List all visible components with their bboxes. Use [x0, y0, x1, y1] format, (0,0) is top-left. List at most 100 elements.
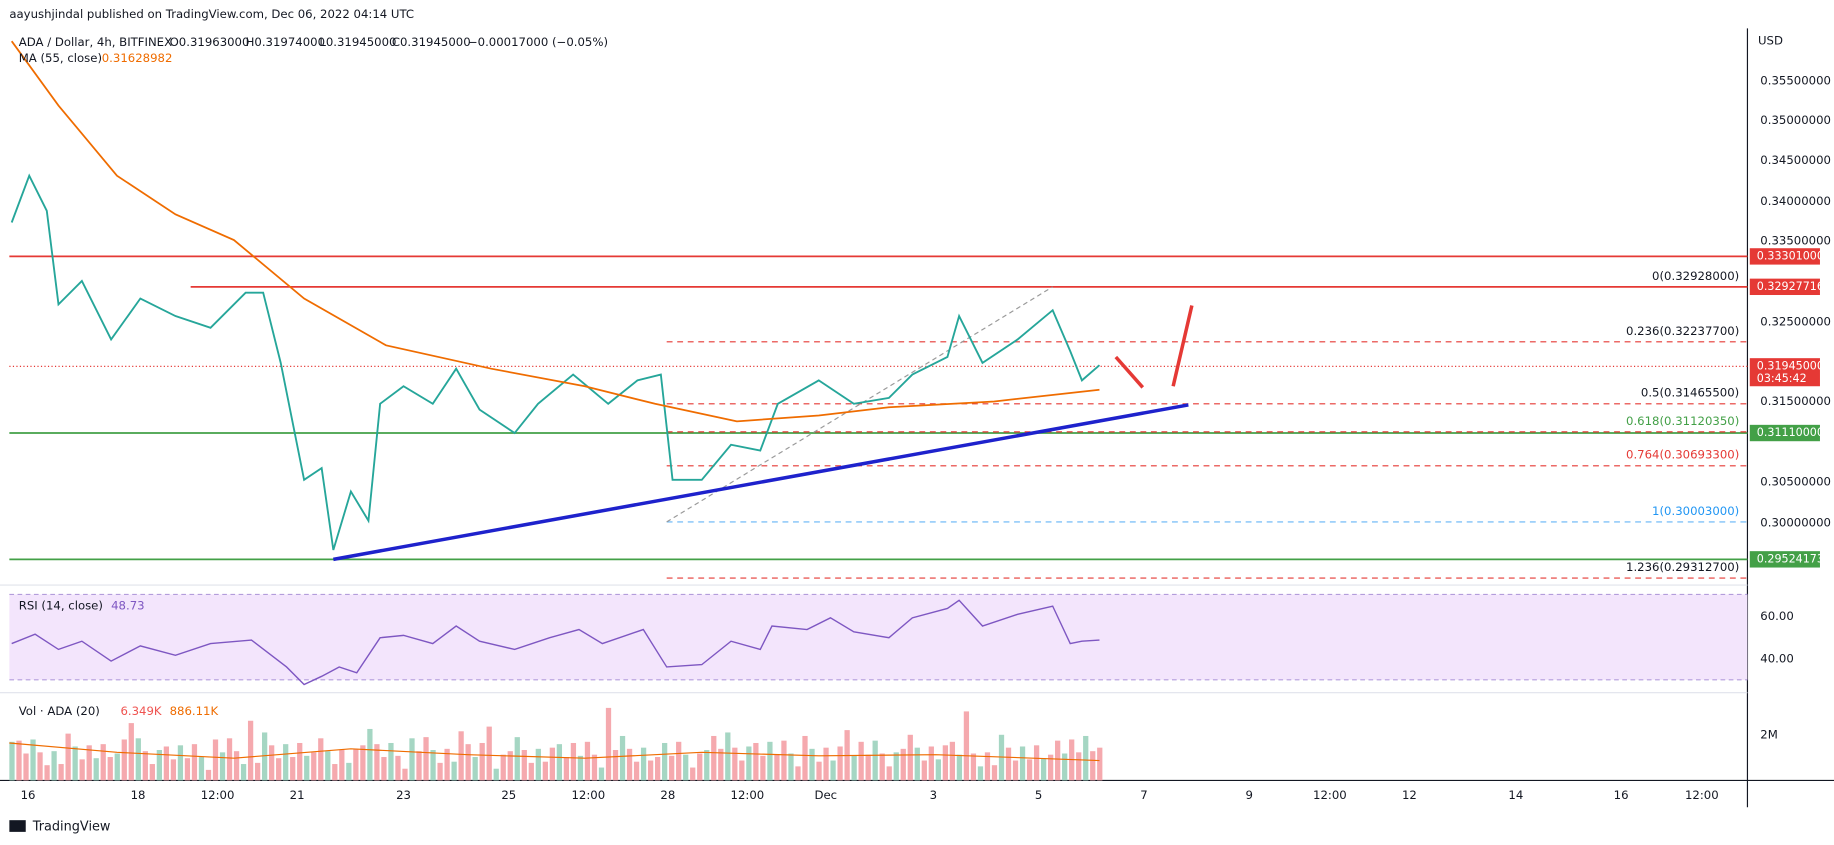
volume-bar	[767, 741, 773, 781]
fib-trend	[666, 286, 1053, 523]
volume-bar	[1048, 754, 1054, 781]
volume-bar	[423, 737, 429, 781]
volume-bar	[318, 738, 324, 781]
time-label: 21	[290, 788, 305, 802]
rsi-band	[9, 594, 1748, 680]
volume-bar	[381, 757, 387, 781]
volume-bar	[886, 766, 892, 781]
volume-bar	[633, 761, 640, 781]
volume-bar	[1012, 760, 1019, 781]
volume-bar	[37, 752, 43, 781]
fib-label: 0.5(0.31465500)	[1641, 386, 1739, 400]
volume-bar	[514, 737, 520, 781]
volume-bar	[697, 753, 703, 781]
brand: TradingView	[32, 820, 111, 835]
change: −0.00017000 (−0.05%)	[468, 35, 608, 49]
volume-bar	[816, 761, 822, 781]
volume-bar	[30, 739, 36, 781]
volume-bars	[9, 707, 1103, 781]
time-label: 12:00	[1313, 788, 1347, 802]
time-label: 12:00	[201, 788, 235, 802]
fib-label: 0.764(0.30693300)	[1626, 448, 1739, 462]
vol-value: 6.349K	[120, 704, 161, 718]
volume-bar	[788, 753, 794, 781]
volume-bar	[493, 768, 499, 781]
volume-bar	[332, 764, 338, 781]
volume-bar	[1055, 740, 1061, 781]
volume-bar	[416, 751, 422, 781]
badge-text: 03:45:42	[1757, 372, 1807, 385]
volume-bar	[690, 767, 696, 781]
volume-bar	[879, 753, 885, 781]
volume-bar	[619, 735, 626, 781]
volume-bar	[219, 752, 226, 781]
ohlc-open: O0.31963000	[170, 35, 250, 49]
volume-bar	[753, 742, 759, 781]
volume-bar	[837, 746, 843, 781]
volume-bar	[51, 751, 57, 781]
badge	[1749, 248, 1820, 265]
time-label: 23	[396, 788, 411, 802]
volume-bar	[486, 726, 492, 781]
volume-bar	[865, 754, 871, 781]
brand-logo	[9, 820, 26, 832]
volume-bar	[809, 748, 815, 781]
volume-bar	[542, 761, 548, 781]
price-label: 0.35000000	[1760, 113, 1831, 127]
volume-bar	[907, 734, 913, 781]
volume-bar	[1062, 753, 1068, 781]
volume-bar	[184, 758, 191, 781]
time-label: 18	[131, 788, 146, 802]
volume-bar	[921, 760, 927, 781]
volume-bar	[65, 733, 71, 781]
volume-bar	[437, 762, 443, 781]
volume-bar	[233, 751, 240, 781]
volume-bar	[893, 752, 899, 781]
axis-currency: USD	[1758, 34, 1783, 48]
volume-bar	[191, 744, 198, 781]
time-label: Dec	[814, 788, 837, 802]
volume-bar	[254, 762, 261, 781]
volume-bar	[149, 764, 155, 781]
volume-bar	[655, 757, 661, 781]
price-label: 0.35500000	[1760, 73, 1831, 87]
badge-text: 0.31110000	[1757, 426, 1824, 439]
ohlc-low: L0.31945000	[319, 35, 396, 49]
volume-bar	[774, 754, 780, 781]
publisher: aayushjindal published on TradingView.co…	[9, 7, 414, 21]
volume-bar	[262, 732, 268, 781]
volume-bar	[858, 741, 864, 781]
arrow-up	[1171, 305, 1194, 387]
price-label: 0.31500000	[1760, 394, 1831, 408]
rsi-axis-label: 40.00	[1760, 651, 1793, 665]
volume-bar	[970, 753, 977, 781]
volume-bar	[914, 747, 920, 781]
time-label: 5	[1035, 788, 1042, 802]
price-label: 0.34500000	[1760, 153, 1831, 167]
time-label: 7	[1140, 788, 1147, 802]
volume-bar	[86, 745, 92, 781]
badge	[1749, 358, 1820, 387]
volume-bar	[1090, 751, 1096, 781]
ohlc-high: H0.31974000	[246, 35, 325, 49]
badge-text: 0.33301000	[1757, 249, 1824, 262]
volume-bar	[128, 723, 134, 781]
volume-bar	[444, 748, 450, 781]
price-label: 0.30000000	[1760, 516, 1831, 530]
volume-bar	[283, 744, 289, 781]
volume-bar	[114, 753, 120, 781]
volume-bar	[44, 765, 50, 781]
volume-bar	[605, 707, 612, 781]
volume-bar	[802, 735, 808, 781]
badge	[1749, 551, 1820, 568]
time-label: 3	[930, 788, 937, 802]
volume-bar	[626, 748, 633, 781]
fib-label: 0.236(0.32237700)	[1626, 324, 1739, 338]
volume-bar	[311, 752, 317, 781]
rsi-name: RSI (14, close)	[19, 599, 103, 613]
volume-bar	[640, 747, 647, 781]
fib-label: 0.618(0.31120350)	[1626, 414, 1739, 428]
volume-bar	[374, 744, 380, 781]
symbol: ADA / Dollar, 4h, BITFINEX	[19, 35, 172, 49]
